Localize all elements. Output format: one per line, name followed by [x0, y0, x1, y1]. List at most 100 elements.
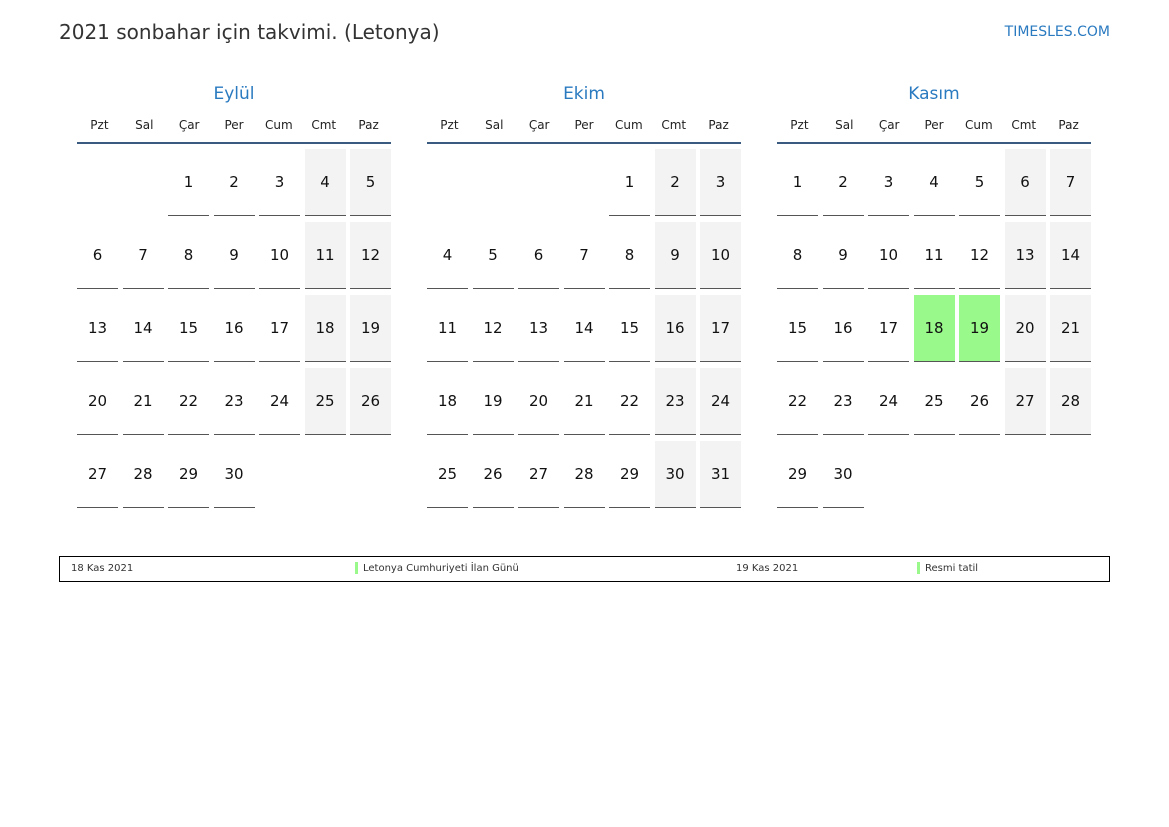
day-cell[interactable]: 2	[822, 149, 864, 216]
day-cell[interactable]: 2	[213, 149, 255, 216]
day-cell[interactable]: 3	[868, 149, 909, 216]
day-cell[interactable]: 3	[259, 149, 300, 216]
day-cell[interactable]: 29	[168, 441, 209, 508]
day-cell[interactable]: 21	[1050, 295, 1091, 362]
day-cell[interactable]: 28	[1050, 368, 1091, 435]
day-cell[interactable]: 1	[777, 149, 818, 216]
day-cell[interactable]: 24	[868, 368, 909, 435]
day-cell[interactable]: 14	[1050, 222, 1091, 289]
day-cell[interactable]: 19	[472, 368, 514, 435]
weekday-header: Pzt Sal Çar Per Cum Cmt Paz	[777, 118, 1091, 144]
day-cell[interactable]: 17	[700, 295, 741, 362]
day-cell[interactable]: 29	[777, 441, 818, 508]
weekday-label: Sal	[485, 118, 504, 132]
month-2: Kasım Pzt Sal Çar Per Cum Cmt Paz 1 2 3 4 5 6 7 8 9 10 11 1…	[777, 84, 1091, 508]
day-cell[interactable]: 18	[427, 368, 468, 435]
day-cell[interactable]: 9	[213, 222, 255, 289]
day-cell[interactable]: 20	[518, 368, 559, 435]
day-cell[interactable]: 16	[654, 295, 696, 362]
day-cell[interactable]: 9	[654, 222, 696, 289]
weekday-label: Per	[924, 118, 944, 132]
day-cell[interactable]: 15	[168, 295, 209, 362]
day-cell[interactable]: 17	[259, 295, 300, 362]
day-cell[interactable]: 20	[1004, 295, 1046, 362]
day-cell[interactable]: 18	[304, 295, 346, 362]
day-cell[interactable]: 11	[304, 222, 346, 289]
day-cell[interactable]: 25	[913, 368, 955, 435]
day-cell[interactable]: 29	[609, 441, 650, 508]
day-cell[interactable]: 1	[168, 149, 209, 216]
day-cell[interactable]: 27	[1004, 368, 1046, 435]
day-cell[interactable]: 7	[563, 222, 605, 289]
day-cell[interactable]: 23	[822, 368, 864, 435]
day-cell[interactable]: 27	[518, 441, 559, 508]
day-cell[interactable]: 13	[77, 295, 118, 362]
day-cell[interactable]: 23	[654, 368, 696, 435]
day-cell[interactable]: 4	[427, 222, 468, 289]
day-cell[interactable]: 13	[1004, 222, 1046, 289]
day-cell[interactable]: 26	[472, 441, 514, 508]
holiday-legend: 18 Kas 2021 Letonya Cumhuriyeti İlan Gün…	[59, 556, 1110, 582]
day-cell[interactable]: 10	[700, 222, 741, 289]
day-cell[interactable]: 17	[868, 295, 909, 362]
day-cell[interactable]: 4	[913, 149, 955, 216]
day-cell[interactable]: 20	[77, 368, 118, 435]
day-cell[interactable]: 28	[122, 441, 164, 508]
day-cell[interactable]: 28	[563, 441, 605, 508]
day-cell[interactable]: 11	[427, 295, 468, 362]
day-cell[interactable]: 12	[472, 295, 514, 362]
day-cell[interactable]: 6	[77, 222, 118, 289]
day-cell[interactable]: 8	[777, 222, 818, 289]
day-cell[interactable]: 6	[1004, 149, 1046, 216]
day-cell[interactable]: 22	[777, 368, 818, 435]
day-cell[interactable]: 24	[259, 368, 300, 435]
day-cell[interactable]: 10	[259, 222, 300, 289]
day-cell[interactable]: 27	[77, 441, 118, 508]
day-cell[interactable]: 5	[472, 222, 514, 289]
day-cell[interactable]: 15	[609, 295, 650, 362]
day-cell[interactable]: 15	[777, 295, 818, 362]
day-cell[interactable]: 7	[1050, 149, 1091, 216]
weekday-label: Per	[224, 118, 244, 132]
day-cell[interactable]: 14	[563, 295, 605, 362]
day-cell[interactable]: 19	[959, 295, 1000, 362]
day-cell[interactable]: 14	[122, 295, 164, 362]
day-cell[interactable]: 26	[350, 368, 391, 435]
day-cell[interactable]: 23	[213, 368, 255, 435]
day-cell[interactable]: 30	[654, 441, 696, 508]
day-cell[interactable]: 21	[122, 368, 164, 435]
day-cell[interactable]: 18	[913, 295, 955, 362]
day-cell[interactable]: 30	[213, 441, 255, 508]
day-cell[interactable]: 6	[518, 222, 559, 289]
day-cell[interactable]: 25	[427, 441, 468, 508]
legend-name: Resmi tatil	[925, 563, 979, 574]
day-cell[interactable]: 16	[822, 295, 864, 362]
day-cell[interactable]: 30	[822, 441, 864, 508]
day-cell[interactable]: 24	[700, 368, 741, 435]
day-cell[interactable]: 16	[213, 295, 255, 362]
day-cell[interactable]: 22	[609, 368, 650, 435]
day-cell[interactable]: 5	[350, 149, 391, 216]
day-cell[interactable]: 19	[350, 295, 391, 362]
day-cell[interactable]: 1	[609, 149, 650, 216]
day-cell[interactable]: 21	[563, 368, 605, 435]
day-cell[interactable]: 12	[959, 222, 1000, 289]
brand-link[interactable]: TIMESLES.COM	[1004, 24, 1110, 40]
day-cell[interactable]: 13	[518, 295, 559, 362]
day-cell[interactable]: 12	[350, 222, 391, 289]
day-cell[interactable]: 4	[304, 149, 346, 216]
day-cell[interactable]: 8	[168, 222, 209, 289]
day-cell[interactable]: 9	[822, 222, 864, 289]
day-cell[interactable]: 10	[868, 222, 909, 289]
day-cell[interactable]: 3	[700, 149, 741, 216]
empty-cell	[564, 149, 605, 216]
day-cell[interactable]: 2	[654, 149, 696, 216]
day-cell[interactable]: 25	[304, 368, 346, 435]
day-cell[interactable]: 7	[122, 222, 164, 289]
day-cell[interactable]: 22	[168, 368, 209, 435]
day-cell[interactable]: 8	[609, 222, 650, 289]
day-cell[interactable]: 26	[959, 368, 1000, 435]
day-cell[interactable]: 5	[959, 149, 1000, 216]
day-cell[interactable]: 31	[700, 441, 741, 508]
day-cell[interactable]: 11	[913, 222, 955, 289]
